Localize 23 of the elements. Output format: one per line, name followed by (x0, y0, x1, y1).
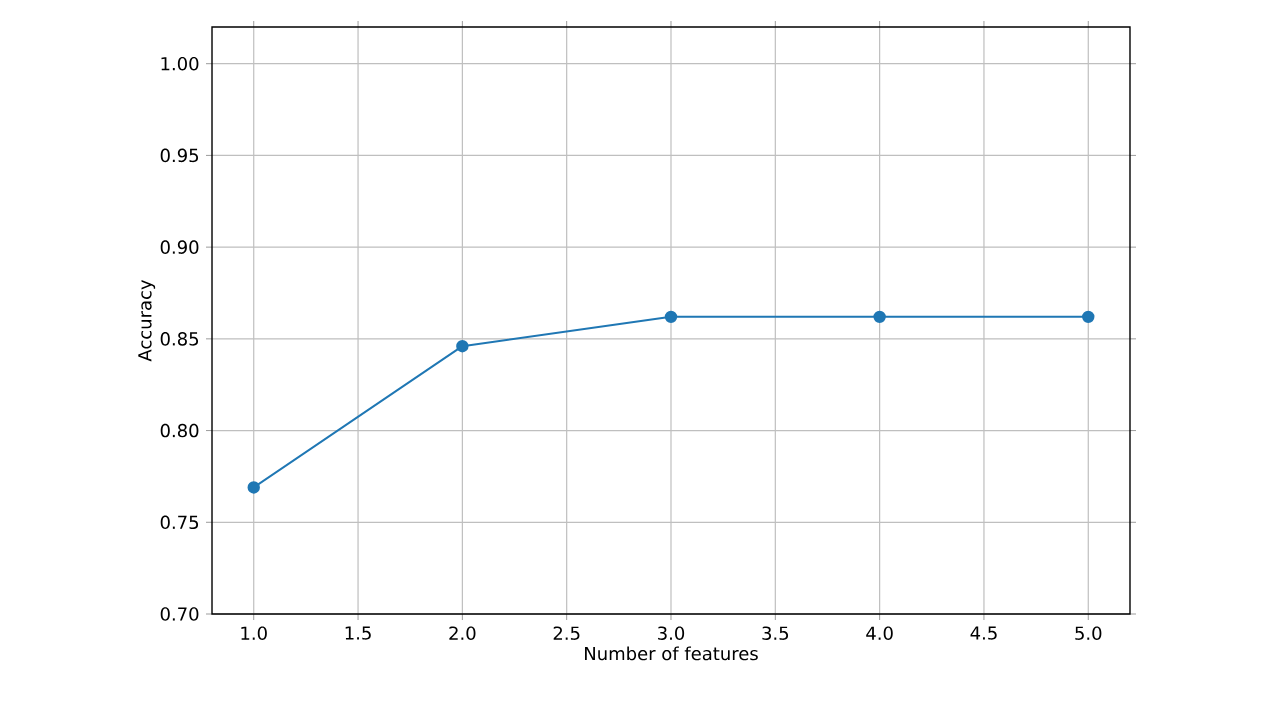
x-tick-label: 4.5 (970, 626, 997, 640)
x-tick-label: 2.0 (449, 626, 476, 641)
y-tick-label: 0.90 (160, 240, 199, 254)
point (456, 339, 469, 353)
y-tick-label: 0.80 (160, 423, 199, 438)
point (664, 310, 678, 324)
point (873, 310, 886, 324)
point (1082, 310, 1095, 324)
x-tick-label: 4.0 (866, 626, 893, 641)
x-axis-title: Number of features (585, 646, 758, 661)
x-tick-label: 1.0 (241, 626, 267, 641)
x-tick-label: 3.0 (658, 626, 685, 641)
x-tick-label: 3.5 (762, 626, 789, 641)
x-tick-label: 5.0 (1075, 626, 1102, 641)
x-tick-label: 2.5 (553, 626, 580, 641)
y-tick-label: 0.70 (160, 607, 199, 621)
y-axis-title: Accuracy (138, 279, 156, 362)
y-tick-label: 0.95 (160, 148, 199, 163)
point (247, 481, 260, 494)
x-tick-label: 1.5 (345, 626, 371, 640)
y-tick-label: 1.00 (161, 56, 199, 71)
y-tick-label: 0.85 (160, 332, 199, 346)
y-tick-label: 0.75 (160, 515, 199, 530)
